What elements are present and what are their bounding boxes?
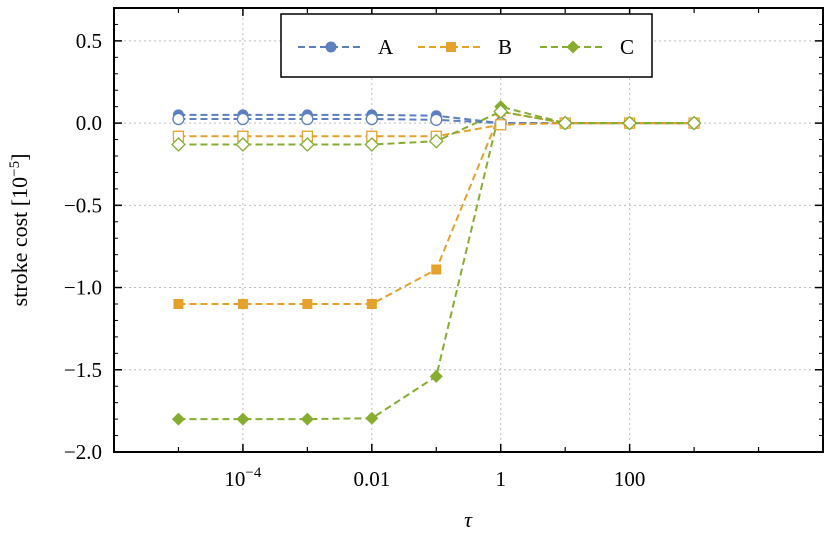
legend-item-B: B bbox=[418, 35, 512, 59]
y-tick-label: −2.0 bbox=[64, 440, 102, 464]
series-aux-5 bbox=[171, 104, 702, 152]
data-point bbox=[301, 112, 314, 126]
legend-item-C: C bbox=[540, 35, 634, 59]
y-tick-label: 0.5 bbox=[76, 29, 102, 53]
y-tick-label: 0.0 bbox=[76, 111, 102, 135]
data-point bbox=[236, 412, 250, 426]
legend-marker bbox=[325, 41, 337, 53]
y-tick-label: −0.5 bbox=[64, 193, 102, 217]
data-point bbox=[366, 299, 377, 309]
legend-label: A bbox=[378, 35, 394, 59]
legend-marker bbox=[566, 40, 580, 54]
y-axis-title-main: stroke cost [10 bbox=[7, 177, 32, 307]
y-axis-title-close: ] bbox=[7, 154, 32, 161]
axis-ticks: 10−4 0.01 1 100 0.5 0.0 −0.5 −1.0 −1.5 −2.0 bbox=[64, 8, 823, 491]
legend-box bbox=[280, 13, 653, 78]
series-group bbox=[171, 100, 702, 426]
data-point bbox=[364, 137, 380, 152]
series-C bbox=[171, 100, 701, 426]
data-point bbox=[171, 137, 186, 152]
data-point bbox=[365, 411, 379, 425]
data-point bbox=[429, 369, 443, 383]
data-point bbox=[365, 112, 378, 126]
x-tick-label: 10−4 bbox=[224, 465, 261, 491]
legend-label: C bbox=[620, 35, 634, 59]
data-point bbox=[236, 112, 250, 126]
data-point bbox=[686, 115, 702, 131]
x-tick-label: 0.01 bbox=[353, 467, 390, 491]
plot-frame bbox=[113, 7, 824, 453]
data-point bbox=[622, 115, 638, 131]
x-tick-label: 100 bbox=[614, 467, 646, 491]
data-point bbox=[431, 264, 442, 275]
legend: A B C bbox=[280, 13, 653, 78]
legend-marker bbox=[446, 42, 456, 52]
y-tick-label: −1.5 bbox=[64, 358, 102, 382]
data-point bbox=[300, 412, 314, 426]
data-point bbox=[493, 104, 509, 120]
data-point bbox=[557, 115, 573, 131]
data-point bbox=[302, 299, 313, 309]
data-point bbox=[173, 299, 184, 309]
data-point bbox=[430, 113, 443, 126]
y-tick-label: −1.0 bbox=[64, 276, 102, 300]
data-point bbox=[235, 137, 251, 152]
data-point bbox=[428, 133, 444, 149]
legend-item-A: A bbox=[298, 35, 394, 59]
data-point bbox=[172, 112, 185, 126]
y-axis-title: stroke cost [10−5] bbox=[7, 154, 32, 307]
y-axis-title-exponent: −5 bbox=[7, 161, 23, 177]
data-point bbox=[495, 119, 507, 131]
legend-label: B bbox=[498, 35, 512, 59]
data-point bbox=[171, 412, 185, 426]
series-aux-3 bbox=[172, 112, 701, 130]
data-point bbox=[299, 137, 315, 152]
x-axis-title: τ bbox=[464, 507, 473, 532]
x-tick-label: 1 bbox=[495, 467, 506, 491]
data-point bbox=[237, 299, 248, 309]
